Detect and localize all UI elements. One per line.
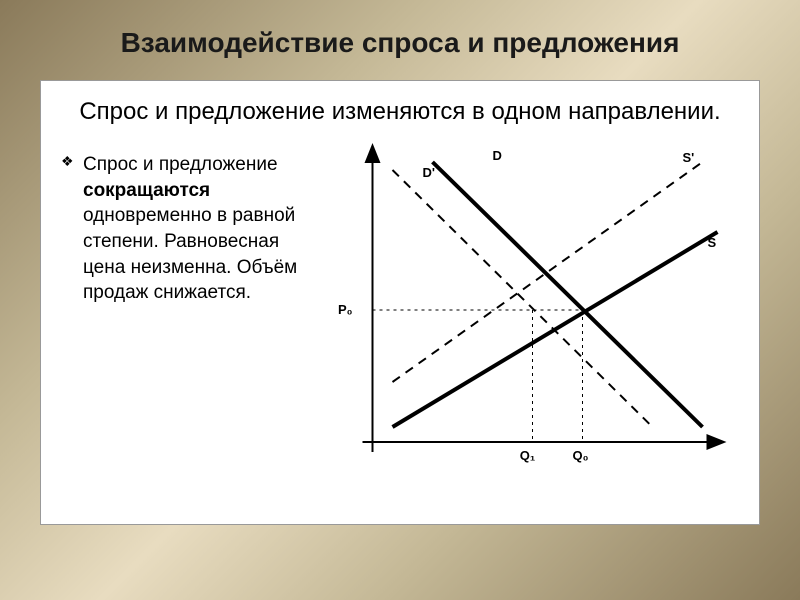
content-panel: Спрос и предложение изменяются в одном н…: [40, 80, 760, 525]
chart-svg: D D' S S' P₀ Q₁ Q₀: [316, 142, 739, 472]
svg-text:D': D': [423, 165, 435, 180]
body-row: Спрос и предложение сокращаются одноврем…: [61, 142, 739, 472]
bullet-pre: Спрос и предложение: [83, 154, 278, 175]
bullet-bold: сокращаются: [83, 180, 210, 201]
bullet-post: одновременно в равной степени. Равновесн…: [83, 205, 297, 303]
svg-text:Q₀: Q₀: [573, 448, 589, 463]
subtitle: Спрос и предложение изменяются в одном н…: [61, 96, 739, 127]
svg-text:P₀: P₀: [338, 302, 353, 317]
svg-text:S: S: [708, 235, 717, 250]
supply-demand-chart: D D' S S' P₀ Q₁ Q₀: [316, 142, 739, 472]
svg-text:D: D: [493, 148, 502, 163]
svg-text:Q₁: Q₁: [520, 448, 536, 463]
page-title: Взаимодействие спроса и предложения: [0, 0, 800, 80]
svg-text:S': S': [683, 150, 695, 165]
text-column: Спрос и предложение сокращаются одноврем…: [61, 142, 301, 472]
bullet-paragraph: Спрос и предложение сокращаются одноврем…: [61, 152, 301, 306]
